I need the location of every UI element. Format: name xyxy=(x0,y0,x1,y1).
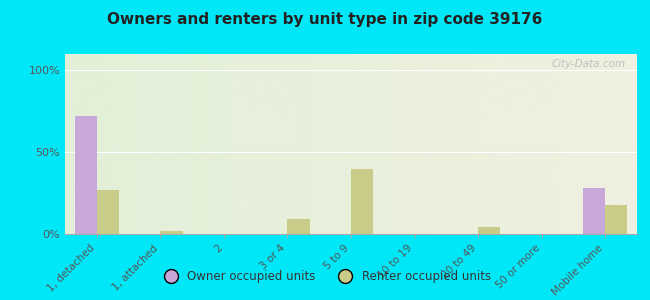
Bar xyxy=(75,116,97,234)
Bar xyxy=(287,219,309,234)
Text: Owners and renters by unit type in zip code 39176: Owners and renters by unit type in zip c… xyxy=(107,12,543,27)
Bar xyxy=(478,227,500,234)
Bar xyxy=(583,188,605,234)
Legend: Owner occupied units, Renter occupied units: Owner occupied units, Renter occupied un… xyxy=(154,266,496,288)
Text: City-Data.com: City-Data.com xyxy=(551,59,625,69)
Bar xyxy=(161,231,183,234)
Bar xyxy=(605,205,627,234)
Bar xyxy=(351,169,373,234)
Bar xyxy=(97,190,119,234)
